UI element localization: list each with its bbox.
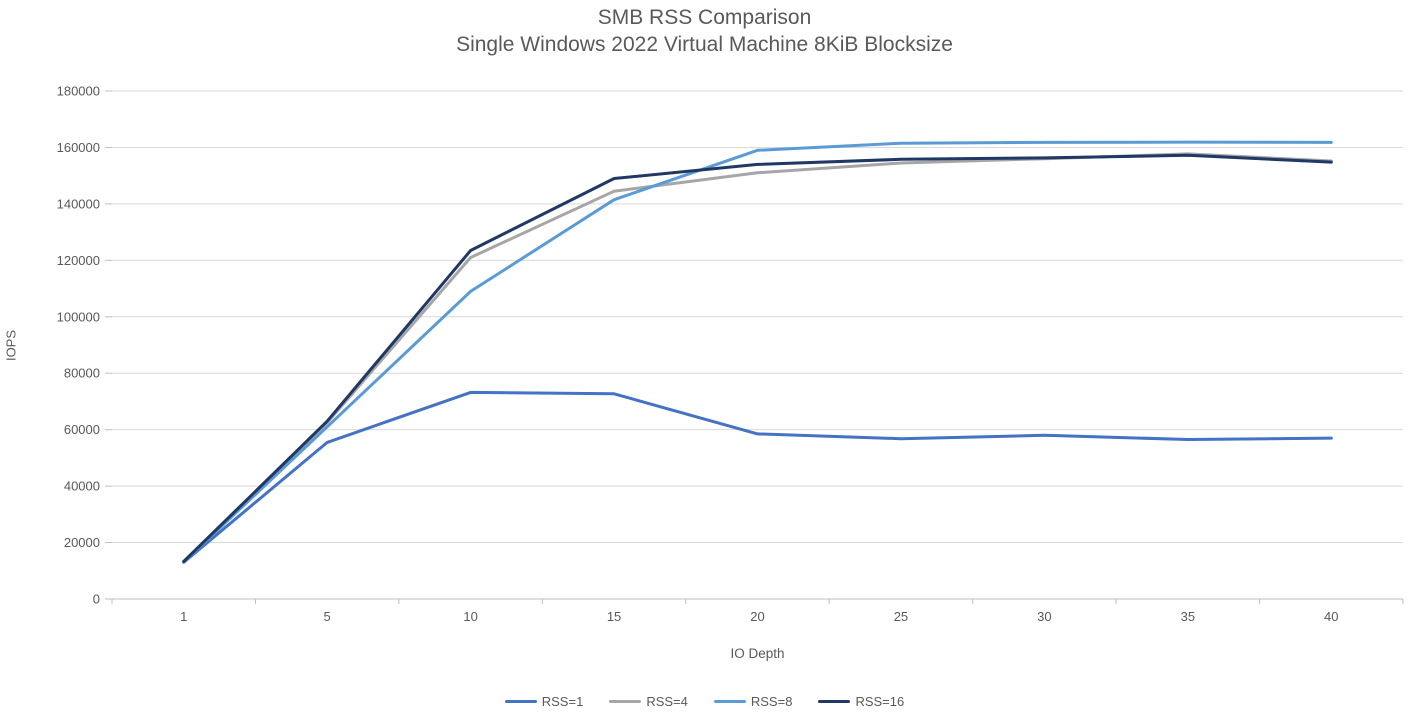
legend-swatch xyxy=(504,699,537,704)
legend-label: RSS=1 xyxy=(541,694,584,709)
legend-item-RSS=16: RSS=16 xyxy=(818,694,904,709)
legend-item-RSS=4: RSS=4 xyxy=(609,694,688,709)
legend-swatch xyxy=(713,699,746,704)
x-tick-label: 15 xyxy=(607,609,621,624)
chart-title-block: SMB RSS Comparison Single Windows 2022 V… xyxy=(0,4,1409,58)
x-axis-title: IO Depth xyxy=(730,646,785,661)
x-tick-label: 5 xyxy=(324,609,331,624)
x-tick-label: 1 xyxy=(180,609,187,624)
y-tick-label: 20000 xyxy=(64,535,100,550)
y-axis-title: IOPS xyxy=(3,329,19,362)
legend-label: RSS=8 xyxy=(750,694,793,709)
y-tick-label: 140000 xyxy=(57,196,100,211)
x-tick-label: 25 xyxy=(894,609,908,624)
y-tick-label: 0 xyxy=(93,592,100,607)
y-tick-label: 120000 xyxy=(57,253,100,268)
legend-label: RSS=4 xyxy=(646,694,688,709)
legend-label: RSS=16 xyxy=(855,694,905,709)
x-tick-label: 10 xyxy=(463,609,477,624)
series-line-RSS=1 xyxy=(182,390,1333,564)
y-tick-label: 40000 xyxy=(64,479,100,494)
series-line-RSS=8 xyxy=(182,140,1333,564)
legend-swatch xyxy=(818,699,851,704)
x-tick-label: 40 xyxy=(1324,609,1338,624)
x-tick-label: 20 xyxy=(750,609,764,624)
y-tick-label: 160000 xyxy=(57,140,100,155)
legend-swatch xyxy=(609,699,642,704)
chart-title: SMB RSS Comparison xyxy=(597,6,812,29)
legend-item-RSS=1: RSS=1 xyxy=(504,694,584,709)
chart-subtitle: Single Windows 2022 Virtual Machine 8KiB… xyxy=(456,33,953,56)
y-tick-label: 180000 xyxy=(57,84,100,99)
y-tick-label: 100000 xyxy=(57,309,100,324)
series-line-RSS=16 xyxy=(182,153,1333,563)
series-line-RSS=4 xyxy=(182,152,1333,564)
y-tick-label: 60000 xyxy=(64,422,100,437)
y-tick-label: 80000 xyxy=(64,366,100,381)
x-tick-label: 30 xyxy=(1037,609,1051,624)
legend-item-RSS=8: RSS=8 xyxy=(713,694,793,709)
x-tick-label: 35 xyxy=(1181,609,1195,624)
chart-legend: RSS=1 RSS=4 RSS=8 RSS=16 xyxy=(0,694,1409,709)
